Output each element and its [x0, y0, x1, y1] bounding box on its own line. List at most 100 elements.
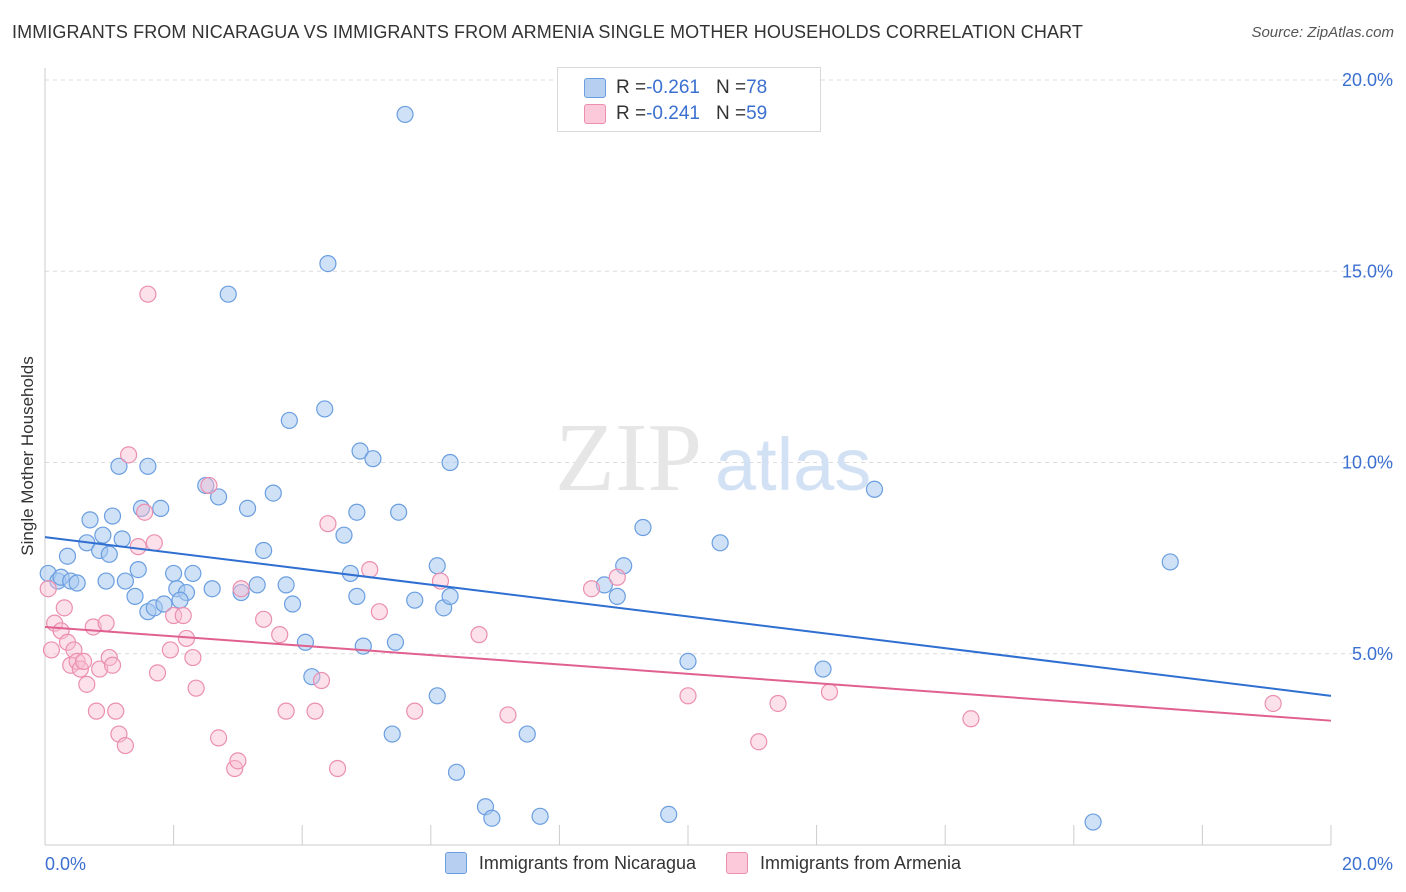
armenia-point	[174, 606, 192, 625]
armenia-point	[136, 503, 154, 521]
nicaragua-point	[280, 411, 298, 430]
nicaragua-point	[386, 633, 405, 651]
nicaragua-point	[165, 564, 183, 583]
armenia-point	[271, 626, 289, 644]
nicaragua-point	[390, 503, 408, 521]
series-armenia-points	[39, 285, 1282, 778]
nicaragua-point	[531, 807, 549, 825]
legend-item-armenia: Immigrants from Armenia	[726, 852, 961, 874]
watermark: ZIP atlas	[555, 404, 871, 512]
armenia-point	[119, 446, 138, 464]
armenia-point	[370, 603, 388, 621]
nicaragua-point	[428, 557, 446, 575]
armenia-point	[361, 560, 379, 579]
chart-title: IMMIGRANTS FROM NICARAGUA VS IMMIGRANTS …	[12, 22, 1083, 42]
y-tick-label: 15.0%	[1342, 261, 1393, 281]
legend-row-nicaragua: R = -0.261 N = 78	[584, 76, 767, 100]
nicaragua-point	[116, 572, 134, 590]
nicaragua-point	[711, 534, 729, 552]
source-label: Source: ZipAtlas.com	[1251, 24, 1394, 41]
legend-n-value: 59	[746, 103, 768, 124]
nicaragua-point	[58, 547, 77, 565]
y-axis-title: Single Mother Households	[18, 356, 37, 556]
legend-label-nicaragua: Immigrants from Nicaragua	[478, 852, 696, 873]
armenia-point	[184, 648, 202, 667]
nicaragua-point	[406, 591, 424, 609]
legend-n-value: 78	[746, 77, 768, 98]
armenia-point	[165, 606, 183, 625]
armenia-point	[229, 752, 247, 770]
nicaragua-point	[441, 587, 459, 605]
armenia-point	[582, 580, 601, 598]
nicaragua-point	[296, 633, 315, 651]
legend-swatch-pink	[584, 104, 606, 124]
nicaragua-point	[238, 499, 257, 517]
armenia-point	[129, 538, 147, 556]
armenia-point	[210, 729, 228, 747]
armenia-point	[820, 683, 839, 701]
nicaragua-point	[94, 526, 112, 544]
legend-r-value: -0.241	[646, 103, 700, 124]
armenia-point	[232, 580, 250, 598]
nicaragua-point	[248, 576, 266, 594]
armenia-point	[255, 610, 273, 628]
nicaragua-point	[364, 450, 382, 468]
armenia-point	[145, 534, 163, 552]
nicaragua-point	[396, 105, 414, 124]
nicaragua-point	[171, 591, 189, 609]
nicaragua-point	[184, 564, 202, 583]
y-tick-label: 10.0%	[1342, 453, 1393, 473]
nicaragua-point	[303, 668, 321, 686]
nicaragua-point	[335, 526, 353, 544]
armenia-point	[148, 664, 167, 682]
nicaragua-point	[608, 587, 626, 605]
nicaragua-point	[110, 457, 128, 475]
armenia-point	[200, 476, 218, 495]
nicaragua-point	[316, 400, 334, 418]
legend-r-label: R =	[616, 77, 647, 98]
nicaragua-point	[277, 576, 295, 594]
armenia-point	[87, 702, 106, 720]
legend-r-label: R =	[616, 103, 647, 124]
armenia-point	[74, 652, 93, 671]
armenia-point	[962, 710, 980, 728]
armenia-point	[103, 656, 122, 674]
armenia-point	[39, 580, 57, 598]
armenia-point	[750, 733, 768, 751]
nicaragua-point	[126, 587, 144, 605]
nicaragua-point	[219, 285, 237, 303]
x-tick-label: 20.0%	[1342, 854, 1393, 874]
armenia-point	[116, 736, 134, 755]
nicaragua-point	[103, 507, 122, 525]
armenia-point	[55, 599, 73, 617]
nicaragua-point	[595, 576, 614, 594]
legend-r-value: -0.261	[646, 77, 700, 98]
watermark-atlas: atlas	[715, 423, 871, 506]
nicaragua-point	[428, 687, 446, 705]
armenia-point	[608, 568, 626, 586]
armenia-point	[1264, 694, 1282, 713]
nicaragua-point	[232, 583, 250, 602]
nicaragua-point	[155, 595, 173, 613]
nicaragua-point	[97, 572, 115, 590]
armenia-point	[319, 515, 337, 533]
armenia-trend-line	[44, 625, 1332, 722]
nicaragua-point	[348, 503, 366, 521]
nicaragua-point	[255, 541, 273, 560]
armenia-point	[328, 759, 347, 778]
y-tick-label: 20.0%	[1342, 70, 1393, 90]
armenia-point	[78, 675, 96, 693]
trend-lines	[44, 536, 1332, 722]
armenia-point	[312, 671, 331, 690]
grid-lines	[45, 79, 1395, 655]
nicaragua-point	[152, 499, 170, 517]
nicaragua-point	[319, 255, 337, 273]
legend-n-label: N =	[715, 77, 747, 98]
correlation-legend: R = -0.261 N = 78 R = -0.241 N = 59	[557, 67, 821, 132]
legend-swatch-blue	[444, 852, 467, 874]
nicaragua-point	[383, 725, 401, 743]
armenia-point	[769, 694, 787, 713]
nicaragua-point	[210, 488, 228, 506]
armenia-point	[161, 641, 179, 659]
